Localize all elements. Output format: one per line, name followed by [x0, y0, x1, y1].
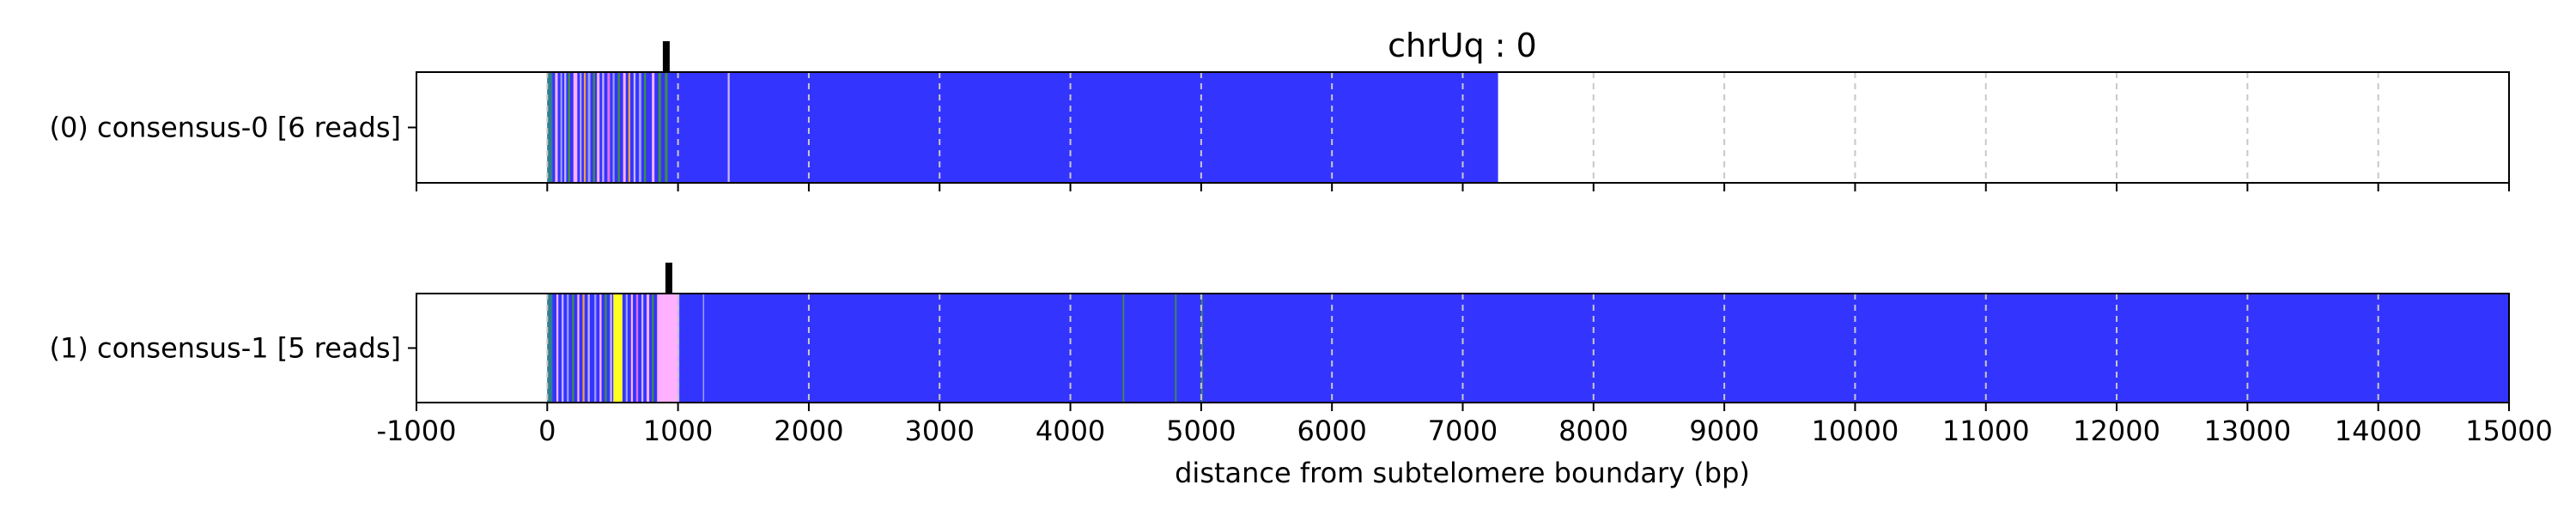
x-tick-label: 12000	[2073, 415, 2160, 447]
track-1: (1) consensus-1 [5 reads]	[49, 263, 2510, 411]
track-segment	[564, 72, 567, 183]
track-segment	[1200, 294, 1203, 403]
x-tick-label: 3000	[905, 415, 975, 447]
track-segment	[562, 294, 564, 403]
x-tick-label: 6000	[1297, 415, 1366, 447]
track-segment	[587, 72, 591, 183]
track-segment	[638, 72, 641, 183]
track-segment	[628, 72, 631, 183]
track-segment	[572, 294, 574, 403]
x-tick-label: 5000	[1166, 415, 1236, 447]
x-tick-label: 13000	[2203, 415, 2291, 447]
x-tick-label: -1000	[377, 415, 457, 447]
track-segment	[573, 72, 578, 183]
track-segment	[633, 72, 636, 183]
x-tick-label: 10000	[1812, 415, 1899, 447]
track-segment	[630, 294, 634, 403]
track-segment	[607, 72, 611, 183]
track-segment	[677, 294, 680, 403]
x-tick-label: 15000	[2465, 415, 2553, 447]
track-segment	[658, 72, 661, 183]
track-segment	[641, 294, 644, 403]
track-segment	[1175, 294, 1177, 403]
track-segment	[580, 72, 582, 183]
x-tick-label: 8000	[1558, 415, 1628, 447]
track-segment	[582, 294, 585, 403]
x-axis-label: distance from subtelomere boundary (bp)	[1175, 457, 1750, 489]
track-0: (0) consensus-0 [6 reads]	[49, 41, 2510, 191]
track-segment	[702, 294, 705, 403]
track-segment	[647, 294, 650, 403]
track-segment	[727, 72, 730, 183]
track-segment	[665, 72, 668, 183]
track-segment	[613, 294, 623, 403]
x-tick-label: 2000	[774, 415, 843, 447]
track-segment	[635, 294, 639, 403]
x-tick-label: 4000	[1036, 415, 1105, 447]
track-segment	[617, 72, 620, 183]
track-segment	[567, 294, 569, 403]
track-segment	[602, 72, 605, 183]
track-segment	[568, 72, 570, 183]
boundary-marker	[665, 263, 672, 294]
track-segment	[583, 72, 586, 183]
track-segment	[556, 294, 559, 403]
track-segment	[605, 294, 607, 403]
track-segment	[560, 72, 562, 183]
chart-title: chrUq : 0	[1388, 27, 1537, 64]
track-main-bar	[547, 72, 1498, 183]
track-segment	[652, 294, 654, 403]
track-segment	[623, 72, 626, 183]
x-axis: -1000 0 1000 2000 3000 4000 5000 6000 7000 8000 90…	[377, 415, 2553, 447]
track-segment	[587, 294, 590, 403]
track-segment	[610, 294, 612, 403]
track-label: (0) consensus-0 [6 reads]	[49, 112, 401, 144]
x-tick-label: 9000	[1689, 415, 1759, 447]
track-main-bar	[547, 294, 2509, 403]
x-tick-label: 0	[538, 415, 556, 447]
track-segment	[644, 72, 647, 183]
tracks-layer: (0) consensus-0 [6 reads] (1) consensus-1…	[49, 41, 2510, 411]
track-label: (1) consensus-1 [5 reads]	[49, 332, 401, 365]
x-tick-label: 14000	[2335, 415, 2422, 447]
track-segment	[612, 72, 615, 183]
track-segment	[657, 294, 678, 403]
track-segment	[599, 294, 602, 403]
track-segment	[555, 72, 558, 183]
track-segment	[577, 294, 580, 403]
track-segment	[547, 72, 553, 183]
x-tick-label: 7000	[1428, 415, 1498, 447]
track-segment	[1122, 294, 1125, 403]
track-segment	[592, 72, 595, 183]
track-segment	[652, 72, 655, 183]
boundary-marker	[662, 41, 670, 72]
track-segment	[594, 294, 597, 403]
x-tick-label: 11000	[1942, 415, 2030, 447]
x-tick-label: 1000	[643, 415, 713, 447]
track-segment	[597, 72, 600, 183]
track-segment	[625, 294, 628, 403]
track-segment	[547, 294, 553, 403]
